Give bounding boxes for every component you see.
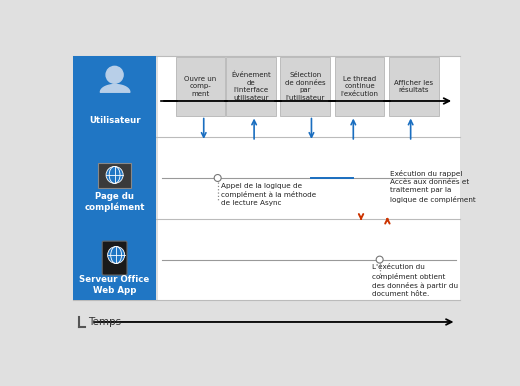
Text: Afficher les
résultats: Afficher les résultats [394,80,433,93]
Text: Appel de la logique de
complément à la méthode
de lecture Async: Appel de la logique de complément à la m… [221,183,316,206]
Text: Temps: Temps [88,317,121,327]
Text: Événement
de
l'interface
utilisateur: Événement de l'interface utilisateur [231,72,271,101]
FancyBboxPatch shape [102,241,127,275]
Circle shape [214,174,221,181]
Text: Sélection
de données
par
l'utilisateur: Sélection de données par l'utilisateur [285,72,326,101]
Circle shape [108,247,125,264]
FancyBboxPatch shape [158,56,460,300]
Text: Page du
complément: Page du complément [84,192,145,212]
FancyBboxPatch shape [98,163,131,188]
Circle shape [106,166,123,183]
FancyBboxPatch shape [280,57,330,116]
FancyBboxPatch shape [73,219,157,300]
Circle shape [376,256,383,263]
FancyBboxPatch shape [226,57,276,116]
Circle shape [106,66,123,83]
Text: Exécution du rappel
Accès aux données et
traitement par la
logique de complément: Exécution du rappel Accès aux données et… [391,170,476,203]
Text: Utilisateur: Utilisateur [89,116,140,125]
FancyBboxPatch shape [73,137,157,219]
Text: Serveur Office
Web App: Serveur Office Web App [80,275,150,295]
FancyBboxPatch shape [335,57,384,116]
Text: Ouvre un
comp-
ment: Ouvre un comp- ment [185,76,217,97]
Text: L'exécution du
complément obtient
des données à partir du
document hôte.: L'exécution du complément obtient des do… [372,264,458,297]
FancyBboxPatch shape [176,57,226,116]
FancyBboxPatch shape [73,56,157,137]
FancyBboxPatch shape [389,57,438,116]
Text: Le thread
continue
l'exécution: Le thread continue l'exécution [341,76,379,97]
